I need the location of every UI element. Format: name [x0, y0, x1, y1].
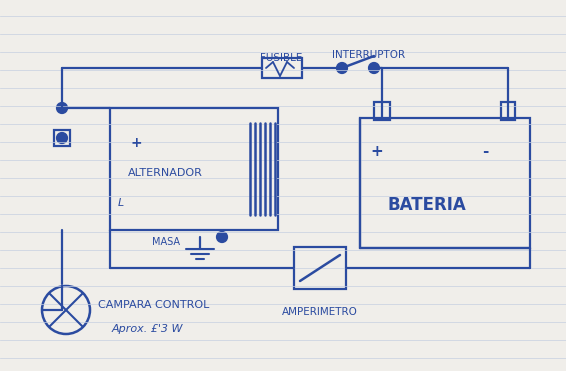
Text: Aprox. £'3 W: Aprox. £'3 W [112, 324, 183, 334]
Text: -: - [482, 144, 488, 159]
Circle shape [217, 232, 227, 242]
Bar [374, 102, 390, 120]
Bar [294, 247, 346, 289]
Text: +: + [130, 136, 142, 150]
Bar [110, 108, 278, 230]
Text: AMPERIMETRO: AMPERIMETRO [282, 307, 358, 317]
Bar [360, 118, 530, 248]
Text: FUSIBLE: FUSIBLE [260, 53, 302, 63]
Circle shape [369, 63, 379, 73]
Bar [501, 102, 515, 120]
Text: BATERIA: BATERIA [388, 196, 467, 214]
Text: L: L [118, 198, 125, 208]
Bar [262, 58, 302, 78]
Text: INTERRUPTOR: INTERRUPTOR [332, 50, 405, 60]
Circle shape [57, 103, 67, 113]
Circle shape [57, 133, 67, 143]
Text: +: + [370, 144, 383, 159]
Text: ALTERNADOR: ALTERNADOR [128, 168, 203, 178]
Circle shape [337, 63, 347, 73]
Bar [54, 130, 70, 146]
Text: MASA: MASA [152, 237, 180, 247]
Text: CAMPARA CONTROL: CAMPARA CONTROL [98, 300, 209, 310]
